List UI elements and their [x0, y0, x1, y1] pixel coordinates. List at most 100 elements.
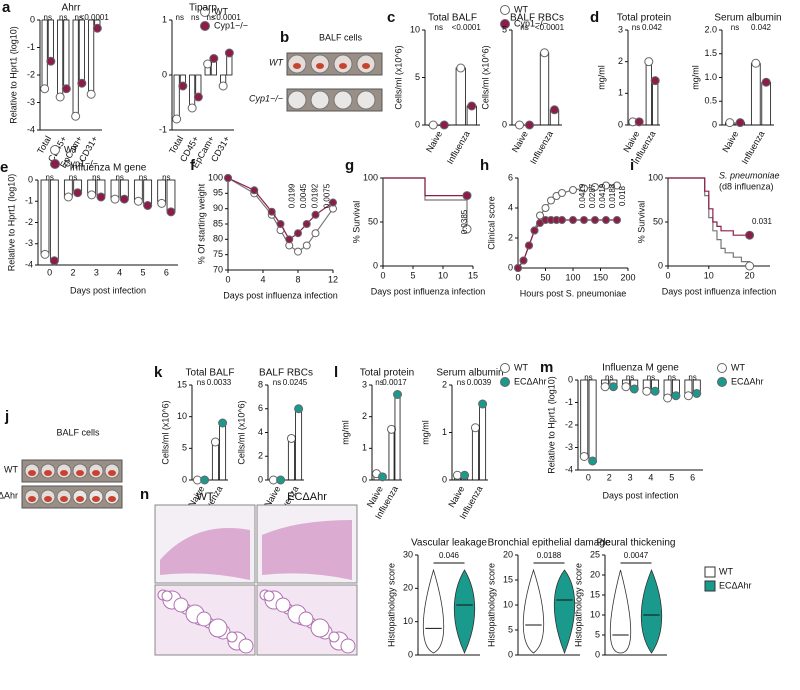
- dot: [71, 111, 81, 121]
- p-value: 0.042: [642, 23, 663, 32]
- y-tick-label: 0: [508, 262, 513, 272]
- point: [613, 181, 621, 190]
- point: [580, 216, 588, 224]
- dot: [63, 192, 73, 202]
- alveolus: [226, 631, 238, 643]
- y-tick-label: 10: [403, 616, 413, 626]
- y-axis-label: Cells/ml (x10^6): [393, 45, 403, 109]
- y-tick-label: 2: [362, 411, 367, 421]
- pellet: [108, 470, 116, 476]
- point: [302, 220, 311, 228]
- well: [310, 90, 330, 110]
- tissue: [262, 520, 352, 580]
- dot: [650, 76, 660, 86]
- p-value: 0.0047: [624, 551, 649, 560]
- y-tick-label: 1: [362, 443, 367, 453]
- y-tick-label: 100: [648, 172, 663, 182]
- y-tick-label: -4: [25, 259, 33, 269]
- point: [514, 264, 522, 272]
- p-value: ns: [457, 378, 465, 387]
- dot: [460, 470, 470, 480]
- x-axis-label: Days post influenza infection: [662, 286, 777, 296]
- x-tick-label: 15: [468, 270, 478, 280]
- y-tick-label: 2: [258, 451, 263, 461]
- pellet: [60, 496, 68, 502]
- y-axis-label: mg/ml: [690, 65, 700, 90]
- chart-title: Influenza M gene: [70, 163, 147, 174]
- dot: [456, 63, 466, 73]
- dot: [650, 386, 660, 396]
- y-tick-label: 6: [508, 172, 513, 182]
- y-tick-label: -1: [565, 397, 573, 407]
- p-value: ns: [520, 23, 528, 32]
- y-tick-label: 0: [362, 474, 367, 484]
- y-tick-label: 100: [363, 172, 378, 182]
- dot: [294, 404, 304, 414]
- x-tick-label: 150: [593, 272, 608, 282]
- pellet: [293, 63, 301, 69]
- bar: [78, 19, 85, 84]
- p-value: 0.0419: [598, 183, 607, 208]
- dot: [40, 249, 50, 259]
- point: [276, 220, 285, 228]
- chart-title: Total protein: [360, 368, 414, 379]
- y-tick-label: 1.0: [704, 72, 717, 82]
- tissue: [160, 528, 250, 580]
- y-tick-label: 20: [503, 549, 513, 559]
- violin: [609, 569, 632, 654]
- point: [267, 207, 276, 216]
- bar: [652, 80, 659, 126]
- chart-title: Ahrr: [62, 3, 82, 14]
- y-tick-label: 0: [568, 374, 573, 384]
- y-axis-label: mg/ml: [596, 65, 606, 90]
- x-tick-label: Influenza: [528, 129, 555, 166]
- image-title: BALF cells: [56, 427, 100, 437]
- dot: [387, 424, 396, 434]
- y-axis-label: Histopathology score: [386, 563, 396, 647]
- dot: [683, 391, 693, 401]
- p-value: ns: [668, 373, 676, 382]
- legend-marker: [500, 5, 510, 15]
- x-tick-label: 8: [295, 274, 300, 284]
- x-tick-label: Naive: [720, 129, 740, 154]
- pellet: [44, 470, 52, 476]
- bar: [539, 52, 550, 126]
- dot: [119, 194, 129, 204]
- y-tick-label: 5: [595, 629, 600, 639]
- point: [250, 186, 259, 195]
- y-axis-label: Clinical score: [486, 196, 496, 250]
- pellet: [316, 63, 324, 69]
- p-value: 0.0199: [287, 183, 296, 208]
- y-tick-label: 10: [177, 411, 187, 421]
- panel-letter: a: [2, 0, 11, 16]
- dot: [735, 118, 745, 128]
- dot: [203, 59, 213, 69]
- legend-marker: [50, 145, 60, 155]
- dot: [761, 77, 771, 87]
- dot: [218, 81, 228, 91]
- chart-title: BALF RBCs: [510, 13, 564, 24]
- panel-letter: n: [140, 486, 149, 503]
- y-tick-label: 1.5: [704, 48, 717, 58]
- point: [591, 216, 599, 224]
- y-tick-label: 10: [503, 599, 513, 609]
- dot: [193, 92, 203, 102]
- bar: [455, 67, 466, 126]
- x-tick-label: Influenza: [740, 129, 767, 166]
- y-axis-label: % Survival: [351, 201, 361, 244]
- chart-title: Tiparp: [189, 3, 217, 14]
- dot: [478, 399, 488, 409]
- x-tick-label: 200: [620, 272, 635, 282]
- y-axis-label: mg/ml: [340, 420, 350, 445]
- p-value: ns: [647, 373, 655, 382]
- y-tick-label: 20: [403, 583, 413, 593]
- x-tick-label: 2: [70, 267, 75, 277]
- dot: [286, 433, 296, 443]
- y-axis-label: % Of starting weight: [196, 183, 206, 264]
- dot: [172, 114, 182, 124]
- bar: [47, 19, 54, 62]
- y-tick-label: 5: [182, 443, 187, 453]
- alveolus: [208, 618, 228, 638]
- panel-letter: b: [280, 29, 289, 46]
- bar: [645, 61, 652, 126]
